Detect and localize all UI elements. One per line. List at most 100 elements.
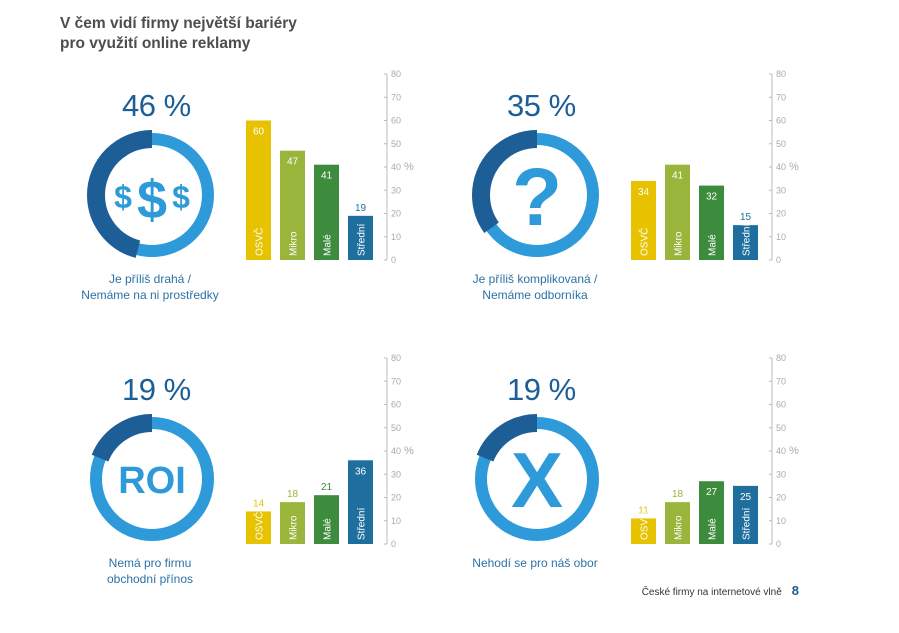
y-tick-label: 70 (776, 376, 786, 386)
category-label: Mikro (289, 231, 300, 256)
caption: Nehodí se pro náš obor (435, 555, 635, 571)
bar-0 (631, 180, 656, 260)
percent-label: 35 % (507, 88, 576, 123)
data-label: 36 (355, 466, 367, 477)
y-tick-label: 80 (776, 70, 786, 79)
panel-not-suitable: 19 % X Nehodí se pro náš obor 0 10 20 30 40 5… (425, 354, 845, 624)
bar-0 (246, 511, 271, 544)
bar-3 (348, 215, 373, 260)
svg-text:$: $ (172, 179, 190, 215)
x-icon: X (511, 436, 563, 524)
y-tick-label: 70 (391, 92, 401, 102)
bar-3 (733, 225, 758, 260)
category-label: Malé (708, 518, 719, 540)
y-tick-label: 10 (776, 516, 786, 526)
y-tick-label: 20 (776, 493, 786, 503)
panel-too-expensive: 46 % $ $ $ Je příliš drahá / Nemáme na n… (40, 70, 460, 340)
category-label: Střední (357, 508, 368, 540)
category-label: Střední (742, 224, 753, 256)
caption-line-2: obchodní přínos (106, 572, 194, 586)
svg-text:$: $ (137, 170, 167, 230)
caption-line-1: Je příliš drahá / (108, 272, 192, 286)
bar-1 (665, 164, 690, 260)
y-tick-label: 70 (776, 92, 786, 102)
data-label: 18 (672, 489, 684, 500)
ring-arc (472, 130, 602, 260)
data-label: 15 (740, 212, 752, 223)
dollar-ring: $ $ $ (87, 130, 217, 260)
y-tick-label: 0 (391, 539, 396, 549)
y-tick-label: 30 (776, 185, 786, 195)
y-tick-label: 70 (391, 376, 401, 386)
percent-label: 19 % (122, 372, 191, 407)
category-label: Střední (742, 508, 753, 540)
y-tick-label: 60 (391, 400, 401, 410)
ring-arc (87, 130, 217, 260)
percent-label: 19 % (507, 372, 576, 407)
bar-0 (631, 518, 656, 544)
y-tick-label: 10 (391, 516, 401, 526)
y-tick-label: 30 (391, 469, 401, 479)
panel-too-complicated: 35 % ? Je příliš komplikovaná / Nemáme o… (425, 70, 845, 340)
percent-label: 46 % (122, 88, 191, 123)
caption-line-1: Nehodí se pro náš obor (472, 556, 598, 570)
y-tick-label: 0 (776, 255, 781, 265)
title-line-2: pro využití online reklamy (60, 35, 251, 52)
bar-chart: 0 10 20 30 40 50 60 70 80% 34 OSVČ 41 Mikro 32 Malé 15S… (631, 70, 799, 265)
caption-line-2: Nemáme odborníka (482, 288, 588, 302)
bar-2 (314, 495, 339, 544)
y-axis-unit: % (404, 445, 414, 457)
category-label: OSVČ (253, 512, 266, 540)
page-title: V čem vidí firmy největší bariéry pro vy… (60, 14, 297, 54)
data-label: 41 (672, 171, 684, 182)
data-label: 21 (321, 482, 333, 493)
bar-2 (314, 164, 339, 260)
question-icon: ? (512, 152, 562, 243)
y-tick-label: 0 (391, 255, 396, 265)
y-axis-unit: % (789, 161, 799, 173)
category-label: OSVČ (638, 228, 651, 256)
y-tick-label: 40 (391, 162, 401, 172)
category-label: Malé (323, 518, 334, 540)
y-tick-label: 50 (776, 139, 786, 149)
data-label: 19 (355, 203, 367, 214)
data-label: 34 (638, 187, 650, 198)
question-ring: ? (472, 130, 602, 260)
title-line-1: V čem vidí firmy největší bariéry (60, 15, 297, 32)
category-label: Malé (323, 234, 334, 256)
y-tick-label: 10 (391, 232, 401, 242)
data-label: 11 (638, 505, 649, 516)
bar-1 (280, 502, 305, 544)
category-label: Mikro (674, 515, 685, 540)
caption-line-1: Nemá pro firmu (108, 556, 192, 570)
data-label: 47 (287, 157, 299, 168)
y-tick-label: 80 (391, 354, 401, 363)
y-tick-label: 60 (776, 116, 786, 126)
category-label: OSVČ (638, 512, 651, 540)
category-label: Mikro (289, 515, 300, 540)
data-label: 14 (253, 498, 265, 509)
bar-1 (280, 150, 305, 260)
data-label: 25 (740, 492, 752, 503)
y-tick-label: 50 (391, 423, 401, 433)
y-tick-label: 40 (391, 446, 401, 456)
category-label: OSVČ (253, 228, 266, 256)
y-tick-label: 10 (776, 232, 786, 242)
data-label: 18 (287, 489, 299, 500)
caption: Nemá pro firmu obchodní přínos (50, 555, 250, 587)
data-label: 60 (253, 127, 265, 138)
y-tick-label: 80 (391, 70, 401, 79)
y-tick-label: 30 (391, 185, 401, 195)
svg-text:$: $ (114, 179, 132, 215)
bar-1 (665, 502, 690, 544)
dollar-icon: $ $ $ (114, 170, 190, 230)
caption-line-2: Nemáme na ni prostředky (81, 288, 219, 302)
y-tick-label: 20 (391, 209, 401, 219)
ring-arc (87, 414, 217, 544)
ring-arc (472, 414, 602, 544)
footer-text: České firmy na internetové vlně (641, 587, 782, 598)
bar-chart: 0 10 20 30 40 50 60 70 80% 14 OSVČ 18 Mikro 21 Malé 36 S… (246, 354, 414, 549)
y-tick-label: 40 (776, 162, 786, 172)
category-label: Střední (357, 224, 368, 256)
